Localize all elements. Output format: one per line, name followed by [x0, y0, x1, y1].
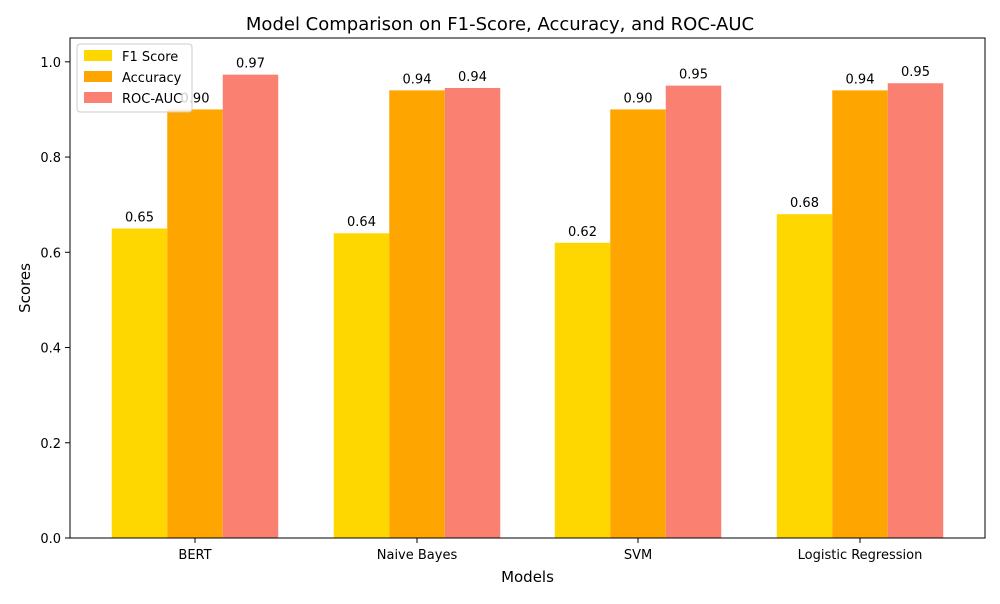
bar: [665, 85, 722, 538]
bar-value-label: 0.64: [347, 215, 376, 230]
y-tick-label: 0.4: [40, 342, 61, 357]
legend-label: ROC-AUC: [122, 92, 182, 107]
bar: [222, 74, 279, 539]
legend-swatch: [84, 92, 112, 103]
bar-value-label: 0.65: [125, 210, 154, 225]
x-tick-label: Logistic Regression: [798, 548, 923, 563]
legend: F1 Score Accuracy ROC-AUC: [76, 43, 193, 113]
x-tick-label: SVM: [624, 548, 652, 563]
bar: [832, 90, 888, 538]
legend-swatch: [84, 50, 112, 61]
bar-value-label: 0.68: [790, 196, 819, 211]
x-tick-label: Naive Bayes: [377, 548, 458, 563]
bar: [167, 109, 223, 538]
bar-value-label: 0.94: [458, 70, 487, 85]
bar-value-label: 0.94: [403, 72, 432, 87]
x-axis: BERT Naive Bayes SVM Logistic Regression: [178, 538, 922, 563]
bar-value-label: 0.97: [236, 57, 265, 72]
legend-swatch: [84, 71, 112, 82]
y-tick-label: 0.6: [40, 246, 61, 261]
bar-value-label: 0.94: [846, 72, 875, 87]
bar-value-label: 0.95: [679, 68, 708, 83]
bar-value-label: 0.95: [901, 65, 930, 80]
bar: [111, 228, 168, 538]
legend-label: F1 Score: [122, 50, 178, 65]
bar-value-label: 0.62: [568, 225, 597, 240]
bar: [333, 233, 390, 538]
bar: [887, 83, 944, 538]
chart-title: Model Comparison on F1-Score, Accuracy, …: [246, 14, 754, 35]
x-tick-label: BERT: [178, 548, 211, 563]
y-axis: 0.0 0.2 0.4 0.6 0.8 1.0: [40, 56, 70, 547]
y-axis-label: Scores: [16, 263, 34, 313]
plot-frame: [69, 37, 986, 539]
y-tick-label: 0.0: [40, 532, 61, 547]
bar: [776, 214, 833, 538]
x-axis-label: Models: [501, 568, 554, 586]
bars-group: [111, 74, 944, 539]
y-tick-label: 0.2: [40, 437, 61, 452]
y-tick-label: 1.0: [40, 56, 61, 71]
legend-label: Accuracy: [122, 71, 182, 86]
bar: [554, 242, 611, 538]
bar-value-label: 0.90: [624, 91, 653, 106]
bar: [444, 88, 501, 538]
y-tick-label: 0.8: [40, 151, 61, 166]
bar: [389, 90, 445, 538]
bar: [610, 109, 666, 538]
bar-labels-group: 0.65 0.640.620.680.900.940.900.940.970.94…: [125, 57, 930, 240]
